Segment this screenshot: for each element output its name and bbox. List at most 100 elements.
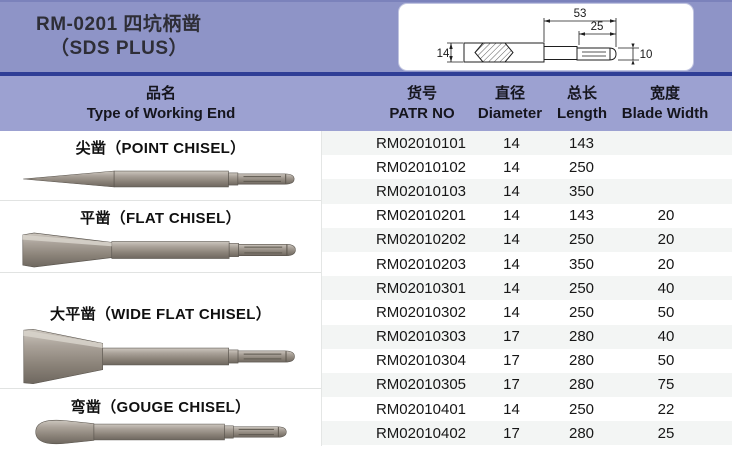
column-header-length: 总长 Length bbox=[541, 76, 623, 131]
dim-body-diameter: 14 bbox=[437, 48, 450, 60]
cell-blade-width: 20 bbox=[657, 207, 675, 225]
flat-chisel-image bbox=[22, 232, 296, 268]
cell-blade-width: 20 bbox=[657, 255, 675, 273]
column-header-diameter-en: Diameter bbox=[477, 104, 543, 122]
cell-blade-width: 40 bbox=[657, 328, 675, 346]
column-header-part-zh: 货号 bbox=[406, 84, 437, 102]
dim-total-length: 53 bbox=[574, 8, 587, 20]
group-label-wide-flat-chisel: 大平凿（WIDE FLAT CHISEL） bbox=[49, 306, 271, 323]
cell-part-no: RM02010305 bbox=[375, 376, 467, 394]
cell-length: 250 bbox=[568, 400, 595, 418]
cell-blade-width: 50 bbox=[657, 303, 675, 321]
table-row: RM02010103 14 350 bbox=[322, 179, 732, 204]
cell-part-no: RM02010402 bbox=[375, 424, 467, 442]
cell-length: 280 bbox=[568, 424, 595, 442]
table-row: RM02010302 14 250 50 bbox=[322, 300, 732, 324]
column-header-diameter: 直径 Diameter bbox=[466, 76, 554, 131]
group-wide-flat-chisel: 大平凿（WIDE FLAT CHISEL） bbox=[0, 272, 321, 388]
dimension-diagram-panel: 53 25 14 10 bbox=[398, 3, 694, 71]
cell-part-no: RM02010203 bbox=[375, 255, 467, 273]
cell-length: 250 bbox=[568, 279, 595, 297]
cell-diameter: 17 bbox=[503, 424, 520, 442]
group-flat-chisel: 平凿（FLAT CHISEL） bbox=[0, 200, 321, 272]
cell-blade-width: 25 bbox=[657, 424, 675, 442]
column-header-part-en: PATR NO bbox=[389, 104, 455, 122]
divider-line bbox=[0, 72, 732, 76]
cell-length: 250 bbox=[568, 231, 595, 249]
dim-slot-length: 25 bbox=[591, 21, 604, 33]
left-right-separator bbox=[321, 131, 322, 446]
cell-diameter: 14 bbox=[503, 134, 520, 152]
cell-diameter: 17 bbox=[503, 328, 520, 346]
table-row: RM02010201 14 143 20 bbox=[322, 204, 732, 228]
cell-blade-width: 20 bbox=[657, 231, 675, 249]
cell-blade-width: 75 bbox=[657, 376, 675, 394]
cell-part-no: RM02010201 bbox=[375, 207, 467, 225]
cell-blade-width: 22 bbox=[657, 400, 675, 418]
cell-diameter: 14 bbox=[503, 207, 520, 225]
column-header-name-zh: 品名 bbox=[145, 84, 176, 102]
cell-length: 250 bbox=[568, 303, 595, 321]
parts-table: RM02010101 14 143 RM02010102 14 250 RM02… bbox=[322, 131, 732, 446]
column-header-name-en: Type of Working End bbox=[86, 104, 236, 122]
table-row: RM02010102 14 250 bbox=[322, 155, 732, 179]
cell-length: 350 bbox=[568, 255, 595, 273]
cell-length: 280 bbox=[568, 376, 595, 394]
dim-shank-diameter: 10 bbox=[640, 49, 653, 61]
group-point-chisel: 尖凿（POINT CHISEL） bbox=[0, 131, 321, 200]
point-chisel-image bbox=[22, 170, 294, 188]
cell-diameter: 14 bbox=[503, 303, 520, 321]
column-header-blade-width-en: Blade Width bbox=[621, 104, 709, 122]
cell-blade-width: 50 bbox=[657, 352, 675, 370]
column-header-diameter-zh: 直径 bbox=[494, 84, 525, 102]
table-row: RM02010202 14 250 20 bbox=[322, 227, 732, 252]
cell-length: 250 bbox=[568, 158, 595, 176]
column-header-name: 品名 Type of Working End bbox=[0, 76, 322, 131]
column-header-blade-width-zh: 宽度 bbox=[649, 84, 680, 102]
cell-length: 143 bbox=[568, 207, 595, 225]
cell-length: 143 bbox=[568, 134, 595, 152]
cell-diameter: 14 bbox=[503, 400, 520, 418]
cell-part-no: RM02010401 bbox=[375, 400, 467, 418]
cell-part-no: RM02010302 bbox=[375, 303, 467, 321]
cell-part-no: RM02010301 bbox=[375, 279, 467, 297]
cell-part-no: RM02010303 bbox=[375, 328, 467, 346]
cell-length: 280 bbox=[568, 328, 595, 346]
group-label-flat-chisel: 平凿（FLAT CHISEL） bbox=[80, 210, 241, 227]
cell-diameter: 14 bbox=[503, 231, 520, 249]
gouge-chisel-image bbox=[34, 419, 287, 445]
table-row: RM02010203 14 350 20 bbox=[322, 252, 732, 276]
table-row: RM02010304 17 280 50 bbox=[322, 349, 732, 373]
page-title-block: RM-0201 四坑柄凿 （SDS PLUS） bbox=[36, 13, 201, 61]
table-row: RM02010301 14 250 40 bbox=[322, 276, 732, 301]
cell-part-no: RM02010202 bbox=[375, 231, 467, 249]
cell-diameter: 17 bbox=[503, 352, 520, 370]
page-title: RM-0201 四坑柄凿 bbox=[36, 14, 202, 35]
cell-part-no: RM02010101 bbox=[375, 134, 467, 152]
table-row: RM02010402 17 280 25 bbox=[322, 421, 732, 446]
column-header-length-en: Length bbox=[557, 104, 607, 122]
wide-flat-chisel-image bbox=[22, 328, 295, 385]
column-header-length-zh: 总长 bbox=[566, 84, 597, 102]
cell-diameter: 14 bbox=[503, 182, 520, 200]
table-row: RM02010101 14 143 bbox=[322, 131, 732, 156]
column-header-part-no: 货号 PATR NO bbox=[340, 76, 504, 131]
table-row: RM02010401 14 250 22 bbox=[322, 397, 732, 421]
column-header-blade-width: 宽度 Blade Width bbox=[601, 76, 729, 131]
cell-length: 280 bbox=[568, 352, 595, 370]
cell-part-no: RM02010102 bbox=[375, 158, 467, 176]
cell-part-no: RM02010304 bbox=[375, 352, 467, 370]
sds-shank-diagram: 53 25 14 10 bbox=[437, 8, 653, 65]
group-label-gouge-chisel: 弯凿（GOUGE CHISEL） bbox=[70, 399, 251, 416]
table-row: RM02010303 17 280 40 bbox=[322, 324, 732, 349]
cell-diameter: 14 bbox=[503, 255, 520, 273]
cell-diameter: 17 bbox=[503, 376, 520, 394]
group-label-point-chisel: 尖凿（POINT CHISEL） bbox=[75, 140, 246, 157]
page-subtitle: （SDS PLUS） bbox=[50, 38, 189, 59]
table-header: 品名 Type of Working End 货号 PATR NO 直径 Dia… bbox=[0, 76, 732, 131]
cell-blade-width: 40 bbox=[657, 279, 675, 297]
cell-diameter: 14 bbox=[503, 279, 520, 297]
cell-diameter: 14 bbox=[503, 158, 520, 176]
cell-length: 350 bbox=[568, 182, 595, 200]
